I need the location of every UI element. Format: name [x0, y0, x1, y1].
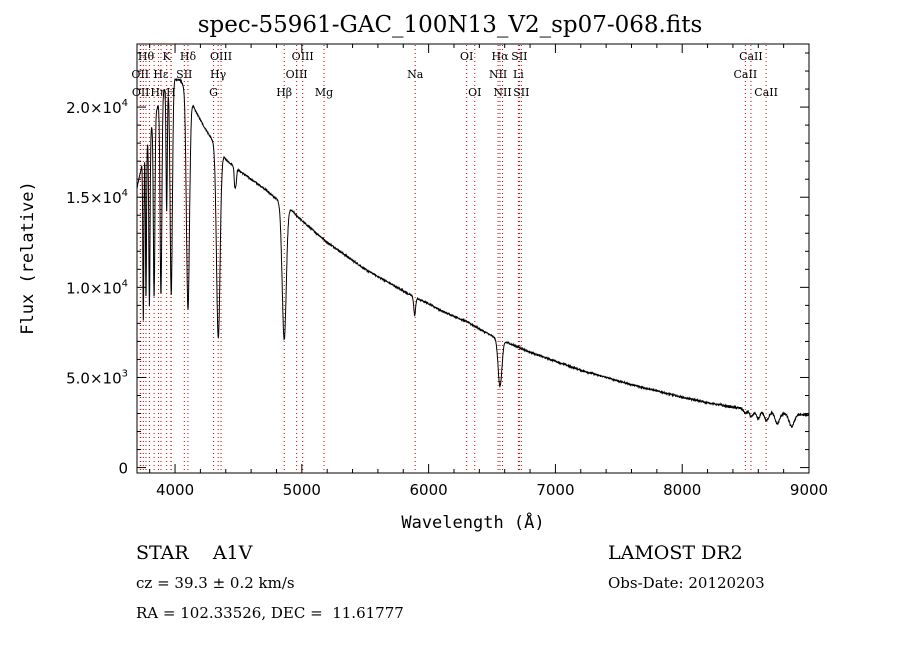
- x-axis-label: Wavelength (Å): [401, 511, 544, 533]
- line-marker-label: Hθ: [138, 50, 155, 63]
- y-tick-label: 0: [118, 460, 128, 478]
- line-marker-label: OII: [132, 86, 150, 99]
- spectrum-line: [136, 77, 810, 428]
- x-tick-layer: 4000 5000 6000 7000 8000 9000: [149, 44, 828, 499]
- x-tick-label: 7000: [536, 481, 574, 499]
- line-marker-label: OII: [131, 68, 149, 81]
- line-marker-label: CaII: [739, 50, 763, 63]
- line-marker-label: OIII: [286, 68, 308, 81]
- y-axis-label: Flux (relative): [18, 181, 38, 335]
- x-tick-label: 8000: [663, 481, 701, 499]
- line-marker-label: G: [209, 86, 218, 99]
- line-marker-label: Na: [407, 68, 424, 81]
- x-tick-label: 6000: [410, 481, 448, 499]
- line-marker-label-layer: OII OII Hθ Hη Hε K H SII Hδ G Hγ OIII Hβ OIII OIII Mg Na…: [131, 50, 778, 99]
- survey-name: LAMOST DR2: [608, 542, 743, 564]
- y-tick-label: 1.5×104: [66, 188, 128, 207]
- line-marker-label: K: [163, 50, 172, 63]
- line-marker-label: SII: [511, 50, 527, 63]
- line-marker-label: CaII: [754, 86, 778, 99]
- line-marker-label: H: [166, 86, 176, 99]
- object-class: STAR A1V: [136, 542, 253, 564]
- x-tick-label: 5000: [283, 481, 321, 499]
- line-marker-label: Hγ: [210, 68, 227, 81]
- x-tick-label: 4000: [156, 481, 194, 499]
- spectrum-layer: [136, 77, 810, 428]
- redshift-velocity: cz = 39.3 ± 0.2 km/s: [136, 574, 295, 592]
- line-marker-label: Hβ: [276, 86, 292, 99]
- y-tick-layer: 0 5.0×103 1.0×104 1.5×104 2.0×104: [66, 52, 809, 478]
- line-marker-label: NII: [489, 68, 507, 81]
- line-marker-layer: [139, 45, 767, 472]
- line-marker-label: OI: [460, 50, 473, 63]
- y-tick-label: 1.0×104: [66, 278, 128, 297]
- line-marker-label: OIII: [292, 50, 314, 63]
- line-marker-label: CaII: [734, 68, 758, 81]
- y-tick-label: 2.0×104: [66, 98, 128, 117]
- line-marker-label: OI: [468, 86, 481, 99]
- line-marker-label: SII: [513, 86, 529, 99]
- line-marker-label: NII: [493, 86, 511, 99]
- line-marker-label: Hε: [153, 68, 169, 81]
- ra-dec-coordinates: RA = 102.33526, DEC = 11.61777: [136, 604, 404, 622]
- line-marker-label: Hα: [491, 50, 509, 63]
- line-marker-label: Li: [513, 68, 524, 81]
- plot-frame: [136, 43, 810, 474]
- line-marker-label: Hδ: [180, 50, 197, 63]
- line-marker-label: Mg: [315, 86, 333, 99]
- x-tick-label: 9000: [790, 481, 828, 499]
- line-marker-label: OIII: [210, 50, 232, 63]
- line-marker-label: Hη: [150, 86, 166, 99]
- y-tick-label: 5.0×103: [66, 368, 128, 387]
- chart-title: spec-55961-GAC_100N13_V2_sp07-068.fits: [197, 12, 703, 38]
- observation-date: Obs-Date: 20120203: [608, 574, 765, 592]
